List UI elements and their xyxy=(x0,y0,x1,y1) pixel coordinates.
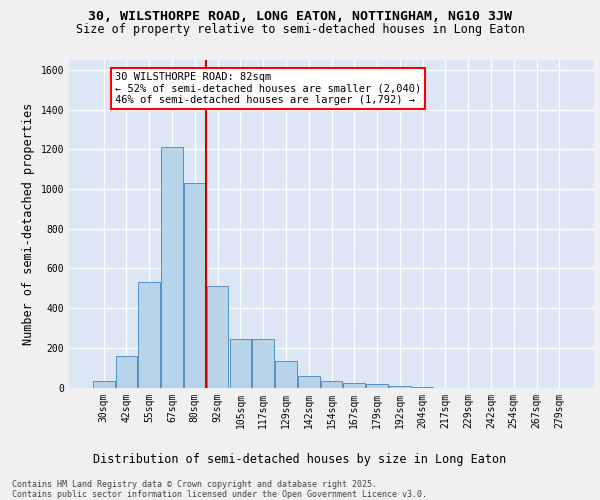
Bar xyxy=(320,380,343,388)
Bar xyxy=(366,384,388,388)
Bar xyxy=(207,286,229,388)
Bar xyxy=(139,282,160,388)
Bar xyxy=(275,360,297,388)
Bar xyxy=(389,386,410,388)
Bar xyxy=(93,380,115,388)
Bar xyxy=(343,382,365,388)
Text: 30, WILSTHORPE ROAD, LONG EATON, NOTTINGHAM, NG10 3JW: 30, WILSTHORPE ROAD, LONG EATON, NOTTING… xyxy=(88,10,512,23)
Bar xyxy=(298,376,320,388)
Y-axis label: Number of semi-detached properties: Number of semi-detached properties xyxy=(22,102,35,345)
Bar xyxy=(230,339,251,388)
Bar xyxy=(184,183,206,388)
Bar xyxy=(412,386,433,388)
Text: Size of property relative to semi-detached houses in Long Eaton: Size of property relative to semi-detach… xyxy=(76,23,524,36)
Bar xyxy=(161,148,183,388)
Text: 30 WILSTHORPE ROAD: 82sqm
← 52% of semi-detached houses are smaller (2,040)
46% : 30 WILSTHORPE ROAD: 82sqm ← 52% of semi-… xyxy=(115,72,421,105)
Text: Distribution of semi-detached houses by size in Long Eaton: Distribution of semi-detached houses by … xyxy=(94,452,506,466)
Bar xyxy=(116,356,137,388)
Bar xyxy=(253,339,274,388)
Text: Contains HM Land Registry data © Crown copyright and database right 2025.
Contai: Contains HM Land Registry data © Crown c… xyxy=(12,480,427,499)
